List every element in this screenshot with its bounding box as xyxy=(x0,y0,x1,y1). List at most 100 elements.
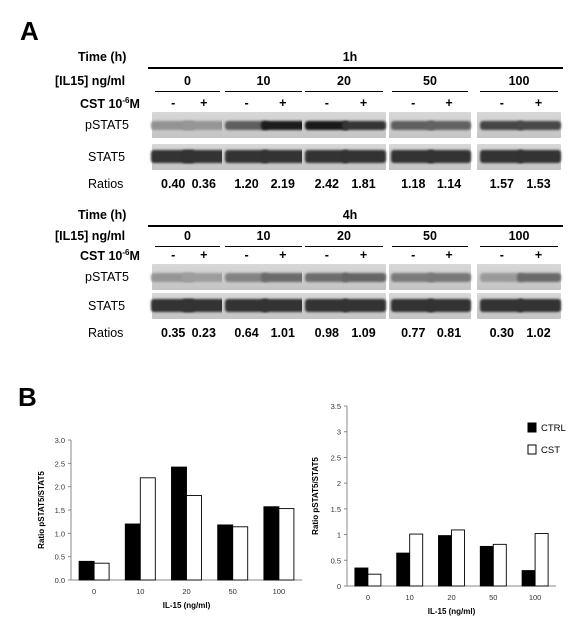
plus-sign: + xyxy=(359,96,368,110)
stat5-band xyxy=(260,150,305,163)
concentration-label: 100 xyxy=(508,74,530,88)
sign-row: - + - + - + - + - + xyxy=(0,248,580,268)
ratio-row: 0.35 0.23 0.64 1.01 0.98 1.09 0.77 0.81 0.30 1.02 xyxy=(0,326,580,346)
x-tick-label: 10 xyxy=(136,587,144,596)
cst-bar xyxy=(409,533,424,587)
concentration-underline xyxy=(225,91,302,93)
x-tick-label: 100 xyxy=(529,593,542,602)
legend-cst-label: CST xyxy=(541,445,560,456)
ratio-value: 1.18 xyxy=(401,177,426,191)
cst-bar xyxy=(367,573,382,587)
legend-ctrl-label: CTRL xyxy=(541,423,566,434)
ratio-value: 0.30 xyxy=(489,326,514,340)
concentration-label: 0 xyxy=(184,229,191,243)
stat5-band xyxy=(304,299,349,312)
ctrl-bar xyxy=(263,506,280,581)
cst-bar xyxy=(232,526,249,581)
conc-row: 0 10 20 50 100 xyxy=(0,74,580,94)
pstat5-band xyxy=(516,121,561,130)
minus-sign: - xyxy=(499,248,504,262)
pstat5-label: pSTAT5 xyxy=(85,270,129,284)
stat5-band xyxy=(391,150,436,163)
x-tick-label: 50 xyxy=(229,587,237,596)
cst-bar xyxy=(278,508,295,581)
concentration-label: 20 xyxy=(337,229,351,243)
ratio-value: 1.02 xyxy=(526,326,551,340)
cst-bar xyxy=(186,495,202,581)
y-tick-label: 0.0 xyxy=(55,576,65,585)
minus-sign: - xyxy=(324,248,329,262)
ratio-value: 0.81 xyxy=(436,326,462,340)
y-tick-label: 2 xyxy=(337,479,341,488)
ratio-value: 1.53 xyxy=(526,177,551,191)
pstat5-band xyxy=(427,121,471,130)
concentration-label: 0 xyxy=(184,74,191,88)
cst-bar xyxy=(451,529,465,587)
x-axis-label: IL-15 (ng/ml) xyxy=(163,601,211,610)
concentration-underline xyxy=(155,91,220,93)
time-value: 1h xyxy=(342,50,358,64)
x-tick-label: 10 xyxy=(406,593,414,602)
pstat5-band xyxy=(224,273,269,282)
y-tick-label: 2.0 xyxy=(55,483,65,492)
pstat5-band xyxy=(341,273,386,282)
pstat5-band xyxy=(304,121,349,130)
y-tick-label: 1.5 xyxy=(55,506,65,515)
ctrl-bar xyxy=(479,545,494,587)
stat5-band xyxy=(341,299,386,312)
concentration-label: 10 xyxy=(256,229,271,243)
ctrl-bar xyxy=(124,523,141,581)
minus-sign: - xyxy=(244,96,249,110)
concentration-underline xyxy=(480,246,558,248)
y-axis-label: Ratio pSTAT5/STAT5 xyxy=(37,471,46,549)
plus-sign: + xyxy=(200,248,208,262)
y-tick-label: 0.5 xyxy=(331,556,341,565)
panel-a-letter: A xyxy=(20,16,39,46)
ratio-value: 1.14 xyxy=(436,177,462,191)
minus-sign: - xyxy=(244,248,249,262)
ratio-value: 1.01 xyxy=(270,326,295,340)
plus-sign: + xyxy=(445,248,453,262)
concentration-underline xyxy=(305,246,383,248)
concentration-underline xyxy=(305,91,383,93)
ratio-row: 0.40 0.36 1.20 2.19 2.42 1.81 1.18 1.14 1.57 1.53 xyxy=(0,177,580,197)
x-tick-label: 0 xyxy=(366,593,370,602)
stat5-band xyxy=(224,299,269,312)
cst-label: CST 10-6M xyxy=(80,248,140,264)
pstat5-band xyxy=(224,121,269,130)
concentration-label: 50 xyxy=(423,74,437,88)
ctrl-bar xyxy=(171,466,187,581)
ctrl-bar xyxy=(217,524,234,581)
concentration-underline xyxy=(480,91,558,93)
bar-chart-1h: 0.0 0.5 1.0 1.5 2.0 2.5 3.0 0 10 20 50 100 IL-15 (ng… xyxy=(37,436,302,610)
y-tick-label: 3.0 xyxy=(55,436,65,445)
ctrl-bar xyxy=(78,560,95,581)
pstat5-band xyxy=(391,273,436,282)
pstat5-band xyxy=(516,273,561,282)
stat5-band xyxy=(479,150,524,163)
plus-sign: + xyxy=(534,96,543,110)
plus-sign: + xyxy=(200,96,208,110)
cst-bar xyxy=(534,533,549,587)
pstat5-band xyxy=(260,273,305,282)
ratio-value: 0.77 xyxy=(401,326,426,340)
y-tick-label: 0 xyxy=(337,582,341,591)
ctrl-bar xyxy=(354,567,369,587)
stat5-band xyxy=(304,150,349,163)
time-underline xyxy=(148,225,563,227)
ratio-value: 2.42 xyxy=(314,177,339,191)
time-value: 4h xyxy=(342,208,358,222)
ratios-label: Ratios xyxy=(88,177,124,191)
cst-label: CST 10-6M xyxy=(80,96,140,112)
pstat5-band xyxy=(479,121,524,130)
stat5-band xyxy=(516,150,561,163)
stat5-label: STAT5 xyxy=(88,150,126,164)
y-tick-label: 2.5 xyxy=(331,453,341,462)
x-tick-label: 20 xyxy=(182,587,190,596)
concentration-label: 20 xyxy=(337,74,351,88)
stat5-band xyxy=(427,150,471,163)
stat5-band xyxy=(260,299,305,312)
ratios-label: Ratios xyxy=(88,326,124,340)
stat5-label: STAT5 xyxy=(88,299,126,313)
pstat5-label: pSTAT5 xyxy=(85,118,129,132)
